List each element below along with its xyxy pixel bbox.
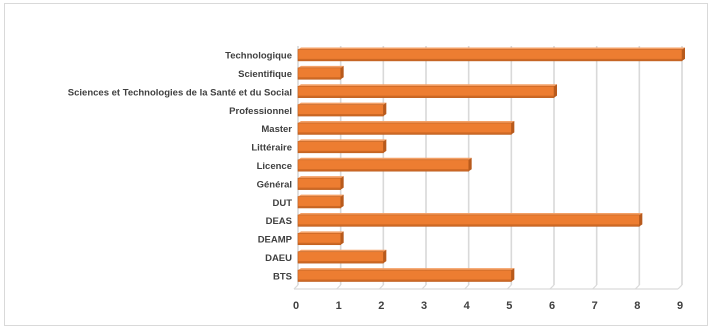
gridline-floor xyxy=(421,284,427,290)
category-label: DEAMP xyxy=(258,235,293,246)
bar-shade xyxy=(298,205,341,208)
bar-top xyxy=(298,176,344,179)
bar-side xyxy=(682,47,685,61)
bar-shade xyxy=(298,261,384,264)
bar-top xyxy=(298,121,515,124)
gridline-floor xyxy=(293,284,299,290)
bar xyxy=(297,176,344,190)
bar xyxy=(297,194,344,209)
bar-chart: Technologique Scientifique Sciences et Tec… xyxy=(68,46,685,312)
bar-front xyxy=(297,214,640,227)
bar-shade xyxy=(298,132,512,135)
bar-side xyxy=(383,139,387,153)
bar-front xyxy=(297,122,512,135)
bar-shade xyxy=(298,169,469,172)
category-label: Technologique xyxy=(225,51,292,62)
gridline-floor xyxy=(336,284,342,290)
bar xyxy=(297,139,387,154)
bar-top xyxy=(298,139,387,142)
bar-side xyxy=(340,231,344,245)
x-tick-label: 1 xyxy=(336,300,342,312)
gridline-floor xyxy=(677,284,683,290)
category-label: BTS xyxy=(273,271,292,282)
bar-top xyxy=(298,249,387,252)
category-label: Littéraire xyxy=(251,143,292,154)
x-axis-tick-labels: 0 1 2 3 4 5 6 7 8 9 xyxy=(293,300,683,312)
bar xyxy=(297,121,515,135)
category-labels: Technologique Scientifique Sciences et Tec… xyxy=(68,51,293,283)
bar-top xyxy=(298,194,344,197)
bar-shade xyxy=(298,279,512,282)
category-label: DUT xyxy=(272,198,292,209)
gridline-floor xyxy=(549,284,555,290)
chart-frame: Technologique Scientifique Sciences et Tec… xyxy=(4,3,708,326)
category-label: Général xyxy=(257,179,292,190)
bar xyxy=(297,249,387,264)
x-tick-label: 4 xyxy=(464,300,471,312)
bar-shade xyxy=(298,150,384,153)
x-tick-label: 7 xyxy=(592,300,598,312)
bar xyxy=(297,65,344,80)
bars xyxy=(297,47,685,282)
bar-shade xyxy=(298,242,341,245)
x-tick-label: 8 xyxy=(634,300,640,312)
bar-shade xyxy=(298,187,341,190)
bar-top xyxy=(298,268,515,271)
bar-side xyxy=(340,65,344,80)
gridline-floor xyxy=(592,284,598,290)
bar-side xyxy=(511,121,515,135)
bar-top xyxy=(298,84,557,87)
bar xyxy=(297,212,643,227)
category-label: Sciences et Technologies de la Santé et … xyxy=(68,87,292,98)
bar-side xyxy=(383,249,387,264)
bar xyxy=(297,268,515,282)
bar xyxy=(297,157,472,172)
category-label: Master xyxy=(261,124,292,135)
x-tick-label: 0 xyxy=(293,300,299,312)
bar-side xyxy=(554,84,557,98)
bar-side xyxy=(340,194,344,208)
x-tick-label: 2 xyxy=(378,300,384,312)
x-tick-label: 6 xyxy=(549,300,555,312)
bar-side xyxy=(383,102,387,117)
bar-shade xyxy=(298,77,341,80)
gridline-floor xyxy=(378,284,384,290)
gridline-floor xyxy=(634,284,640,290)
x-tick-label: 3 xyxy=(421,300,427,312)
gridline-floor xyxy=(464,284,470,290)
category-label: Licence xyxy=(257,161,292,172)
bar-shade xyxy=(298,224,640,227)
bar-top xyxy=(298,212,643,215)
gridline-floor xyxy=(506,284,512,290)
bar-front xyxy=(297,233,341,246)
bar xyxy=(297,231,344,246)
category-label: DEAS xyxy=(266,216,292,227)
bar xyxy=(297,47,685,62)
bar-shade xyxy=(298,95,554,98)
x-tick-label: 9 xyxy=(677,300,683,312)
bar-side xyxy=(511,268,515,282)
bar-top xyxy=(298,47,685,50)
category-label: Professionnel xyxy=(229,106,292,117)
bar-side xyxy=(639,212,643,227)
x-tick-label: 5 xyxy=(506,300,512,312)
category-label: Scientifique xyxy=(238,69,292,80)
category-label: DAEU xyxy=(265,253,292,264)
bar-side xyxy=(340,176,344,190)
bar xyxy=(297,84,557,98)
bar-top xyxy=(298,231,344,234)
bar-front xyxy=(297,196,341,209)
bar-top xyxy=(298,65,344,68)
bar-top xyxy=(298,102,387,105)
bar xyxy=(297,102,387,117)
bar-shade xyxy=(298,58,682,61)
bar-side xyxy=(468,157,472,172)
bar-top xyxy=(298,157,472,160)
bar-shade xyxy=(298,114,384,117)
